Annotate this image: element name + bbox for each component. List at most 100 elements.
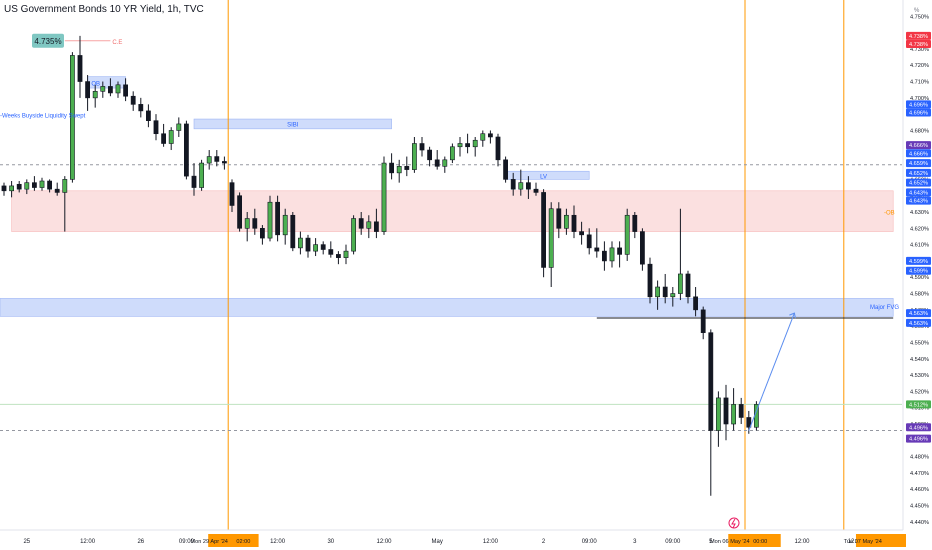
y-tick-label: 4.580% — [910, 292, 929, 298]
candle — [624, 208, 630, 261]
candle-body — [746, 417, 752, 428]
candle — [510, 172, 516, 196]
candle — [168, 127, 174, 151]
candle — [434, 150, 440, 170]
price-tag — [906, 256, 931, 265]
candle-body — [548, 208, 554, 268]
candle-body — [411, 143, 417, 170]
candle — [411, 136, 417, 173]
candle-body — [731, 404, 736, 425]
price-tag — [906, 108, 931, 117]
candle-body — [313, 244, 318, 252]
candle-body — [723, 397, 729, 425]
candle — [556, 202, 562, 239]
candle-body — [275, 201, 280, 236]
candle — [31, 176, 37, 191]
candle — [404, 156, 410, 177]
candle-body — [617, 247, 622, 255]
candle — [123, 78, 128, 102]
candle — [503, 156, 508, 183]
alert-bolt-path — [731, 518, 736, 529]
y-tick-label: 4.730% — [910, 47, 929, 53]
candle — [222, 156, 227, 170]
candle-body — [389, 162, 394, 174]
candle-body — [624, 214, 630, 255]
candle — [237, 192, 242, 232]
candle-body — [579, 231, 584, 236]
candle — [495, 133, 501, 167]
candle — [275, 195, 280, 242]
candle — [115, 81, 121, 98]
value-badge — [32, 33, 64, 48]
y-tick-label: 4.700% — [910, 96, 929, 102]
candle — [108, 78, 113, 97]
candle-body — [108, 86, 113, 94]
candle-body — [328, 249, 334, 255]
candle-body — [85, 81, 90, 99]
y-tick-label: 4.590% — [910, 275, 929, 281]
candle-body — [457, 143, 463, 148]
candle-body — [70, 55, 75, 180]
candle — [77, 35, 83, 98]
candle-body — [518, 182, 524, 190]
candle — [601, 241, 607, 271]
candle — [609, 241, 615, 268]
candle — [85, 75, 90, 111]
price-tag-text: 4.696% — [909, 111, 928, 117]
label-sibi: SIBI — [287, 122, 299, 128]
y-tick-label: 4.460% — [910, 487, 929, 493]
candle-body — [77, 55, 83, 82]
candle — [647, 257, 653, 304]
price-tag — [906, 100, 931, 109]
x-tick-label: 09:00 — [582, 539, 598, 545]
x-highlight-label: Tue 07 May '24 — [844, 539, 882, 545]
price-tag — [906, 40, 931, 49]
x-tick-label: 12:00 — [80, 539, 96, 545]
price-tag — [906, 318, 931, 327]
axis-corner-label: % — [914, 8, 920, 14]
candle — [305, 234, 311, 258]
candle — [708, 329, 714, 496]
candle — [214, 150, 220, 167]
price-tag-text: 4.496% — [909, 437, 928, 443]
x-tick-label: 12:00 — [270, 539, 286, 545]
zones-layer — [0, 76, 894, 317]
candle-body — [267, 201, 273, 239]
candle-body — [199, 162, 204, 188]
candle-body — [715, 397, 721, 431]
label-ce: C.E — [112, 40, 122, 46]
candle-body — [495, 136, 501, 161]
candle — [62, 176, 68, 232]
candle — [335, 251, 341, 265]
price-tag — [906, 309, 931, 318]
candle — [244, 212, 250, 242]
candle-body — [647, 263, 653, 298]
candle — [685, 270, 691, 304]
candle-body — [335, 254, 341, 258]
candle — [525, 176, 531, 199]
price-tag — [906, 400, 931, 409]
candle — [632, 212, 638, 239]
value-badge-text: 4.735% — [34, 37, 61, 46]
y-tick-label: 4.710% — [910, 80, 929, 86]
x-highlight-box-1 — [728, 534, 781, 547]
candle-body — [252, 218, 258, 229]
label-ob: OB — [91, 82, 100, 88]
candle-body — [601, 250, 607, 262]
x-tick-label: May — [432, 539, 443, 545]
chart-title: US Government Bonds 10 YR Yield, 1h, TVC — [4, 4, 204, 15]
candle-body — [214, 156, 220, 162]
label-red-ob: -OB — [884, 211, 895, 217]
candle — [563, 208, 569, 235]
candle-body — [693, 296, 698, 311]
time-axis: 25 12:00 26 09:00 12:00 30 12:00 May 12:00 2 09:00… — [0, 529, 906, 547]
x-highlight-label: Mon 29 Apr '24 — [190, 539, 227, 545]
candle — [47, 179, 52, 193]
candle-body — [320, 244, 326, 250]
candle — [328, 241, 334, 258]
candle-body — [358, 218, 364, 229]
x-highlight-box-0 — [208, 534, 259, 547]
candle-body — [1, 185, 7, 192]
x-tick-label: 3 — [633, 539, 637, 545]
